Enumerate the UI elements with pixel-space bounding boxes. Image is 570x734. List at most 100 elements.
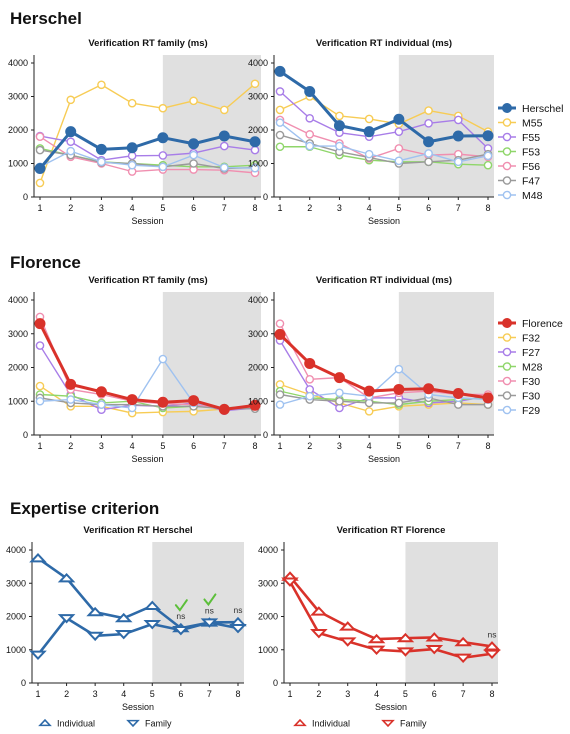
y-tick-label: 1000 bbox=[258, 645, 278, 655]
series-family bbox=[281, 577, 501, 664]
x-tick-label: 5 bbox=[396, 203, 401, 213]
significance-label: ns bbox=[176, 611, 185, 621]
x-axis-label: Session bbox=[368, 454, 400, 464]
section-title-expertise: Expertise criterion bbox=[10, 499, 159, 518]
legend-label: F55 bbox=[522, 132, 540, 144]
data-point bbox=[249, 399, 261, 411]
data-point bbox=[126, 142, 138, 154]
shaded-sessions-area bbox=[162, 55, 261, 197]
data-point bbox=[189, 150, 198, 160]
x-axis-label: Session bbox=[122, 702, 154, 712]
y-tick-label: 0 bbox=[273, 678, 278, 688]
data-point bbox=[394, 398, 404, 408]
data-point bbox=[35, 132, 45, 141]
x-tick-label: 3 bbox=[345, 689, 350, 699]
data-point bbox=[189, 159, 198, 168]
data-point bbox=[127, 98, 137, 108]
data-point bbox=[425, 644, 444, 655]
legend-item: Family bbox=[126, 719, 172, 729]
x-tick-label: 2 bbox=[68, 441, 73, 451]
legend-swatch-marker bbox=[38, 718, 52, 727]
data-point bbox=[65, 378, 77, 390]
x-tick-label: 8 bbox=[489, 689, 494, 699]
legend-swatch-marker bbox=[502, 103, 512, 113]
legend-item: Individual bbox=[293, 719, 350, 729]
series-herschel bbox=[274, 65, 494, 148]
data-point bbox=[367, 645, 386, 656]
series-m55 bbox=[35, 79, 260, 188]
legend-item: Family bbox=[381, 719, 427, 729]
chart-expertise-florence: 0 1000 2000 3000 4000 1 2 3 4 5 6 7 8 Session Verifica… bbox=[258, 525, 501, 729]
legend-item: F27 bbox=[498, 347, 540, 359]
x-tick-label: 2 bbox=[307, 441, 312, 451]
data-point bbox=[34, 318, 46, 330]
legend-label: F53 bbox=[522, 147, 540, 159]
y-tick-label: 1000 bbox=[248, 159, 268, 169]
legend-label: F56 bbox=[522, 161, 540, 173]
legend-item: M48 bbox=[498, 190, 543, 202]
checkmark-icon bbox=[174, 599, 188, 612]
x-tick-label: 7 bbox=[456, 441, 461, 451]
legend-label: Individual bbox=[312, 719, 350, 729]
legend-label: F27 bbox=[522, 347, 540, 359]
x-tick-label: 6 bbox=[426, 203, 431, 213]
x-tick-label: 3 bbox=[99, 203, 104, 213]
y-tick-label: 1000 bbox=[8, 396, 28, 406]
data-point bbox=[393, 113, 405, 125]
y-tick-label: 3000 bbox=[8, 329, 28, 339]
x-tick-label: 6 bbox=[191, 441, 196, 451]
data-point bbox=[114, 612, 133, 623]
data-point bbox=[275, 400, 285, 409]
series-line bbox=[279, 340, 489, 409]
chart-herschel-individual: 0 1000 2000 3000 4000 1 2 3 4 5 6 7 8 Session Verifica… bbox=[248, 38, 563, 226]
y-tick-label: 4000 bbox=[248, 58, 268, 68]
data-point bbox=[335, 111, 344, 121]
section-title-florence: Florence bbox=[10, 253, 81, 272]
legend-item: F32 bbox=[498, 333, 540, 345]
legend-swatch-marker bbox=[502, 176, 512, 185]
data-point bbox=[335, 141, 344, 151]
legend-swatch-marker bbox=[502, 147, 512, 156]
data-point bbox=[483, 160, 493, 170]
data-point bbox=[229, 624, 247, 634]
legend-label: Florence bbox=[522, 318, 563, 330]
legend-swatch-marker bbox=[502, 405, 512, 415]
y-tick-label: 3000 bbox=[248, 92, 268, 102]
data-point bbox=[127, 151, 137, 161]
legend-item: F30 bbox=[498, 391, 540, 403]
series-line bbox=[39, 150, 256, 169]
data-point bbox=[57, 614, 76, 624]
data-point bbox=[364, 114, 374, 124]
x-tick-label: 7 bbox=[461, 689, 466, 699]
data-point bbox=[423, 136, 435, 148]
y-tick-label: 4000 bbox=[6, 545, 26, 555]
x-tick-label: 8 bbox=[485, 203, 490, 213]
y-tick-label: 4000 bbox=[8, 58, 28, 68]
data-point bbox=[95, 386, 107, 398]
series-line bbox=[279, 393, 488, 406]
x-tick-label: 4 bbox=[367, 203, 372, 213]
y-tick-label: 1000 bbox=[248, 396, 268, 406]
data-point bbox=[249, 136, 261, 148]
data-point bbox=[218, 130, 230, 142]
significance-label: ns bbox=[234, 605, 243, 615]
x-tick-label: 7 bbox=[207, 689, 212, 699]
x-tick-label: 5 bbox=[396, 441, 401, 451]
data-point bbox=[310, 629, 328, 639]
data-point bbox=[275, 319, 285, 328]
data-point bbox=[172, 626, 190, 636]
chart-herschel-family: 0 1000 2000 3000 4000 1 2 3 4 5 6 7 8 Session Verifica… bbox=[8, 38, 261, 226]
y-tick-label: 3000 bbox=[258, 578, 278, 588]
data-point bbox=[396, 647, 415, 657]
data-point bbox=[305, 391, 315, 401]
data-point bbox=[35, 178, 45, 188]
shaded-sessions-area bbox=[398, 55, 494, 197]
data-point bbox=[200, 618, 219, 628]
data-point bbox=[34, 163, 46, 175]
significance-label: ns bbox=[205, 605, 214, 615]
data-point bbox=[275, 142, 285, 152]
series-line bbox=[39, 83, 256, 184]
data-point bbox=[35, 145, 45, 155]
data-point bbox=[305, 130, 315, 139]
data-point bbox=[57, 572, 76, 583]
